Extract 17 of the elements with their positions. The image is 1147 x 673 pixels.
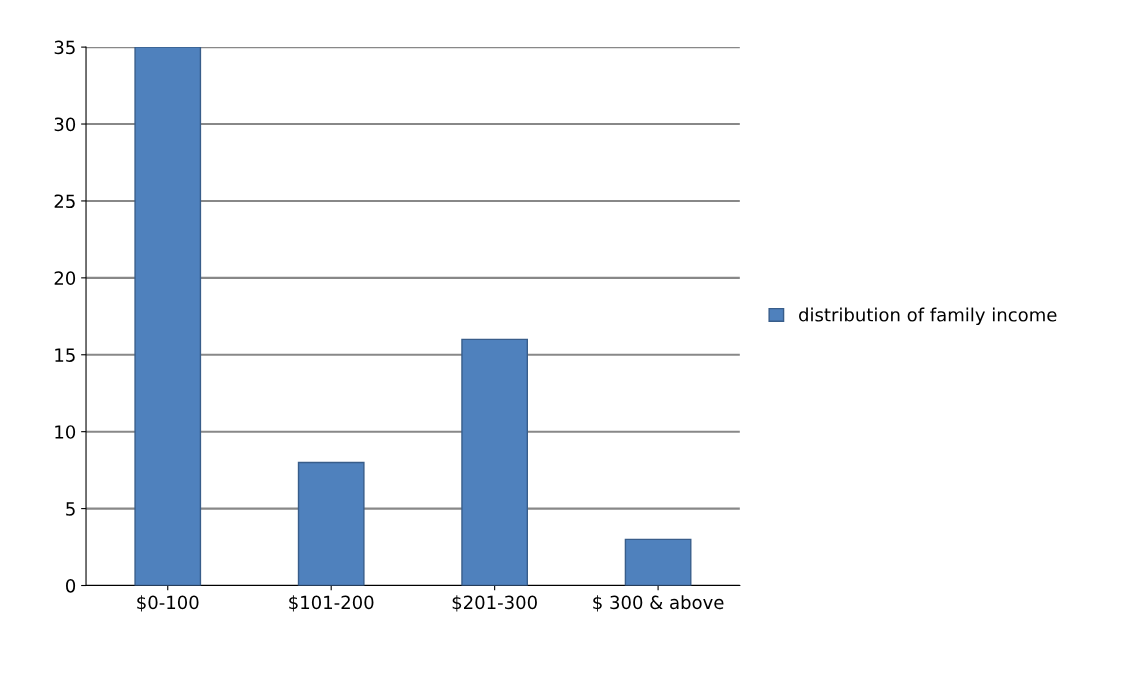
x-tick-label: $101-200 [289,595,374,612]
y-tick-label: 10 [55,425,76,439]
bar [461,338,529,586]
y-tick-label: 30 [54,117,76,132]
bar [134,47,202,586]
x-tick-label: $ 300 & above [593,595,724,612]
y-tick-label: 0 [66,578,76,593]
x-tick-label: $0-100 [137,595,199,612]
y-tick-label: 35 [54,40,75,55]
bar [297,461,365,586]
y-tick-label: 15 [55,348,75,362]
bar [624,538,692,586]
legend-label: distribution of family income [799,307,1057,326]
y-tick-label: 20 [54,271,76,285]
y-tick-label: 5 [66,502,75,516]
y-tick-label: 25 [54,194,75,209]
x-tick-label: $201-300 [452,595,537,612]
